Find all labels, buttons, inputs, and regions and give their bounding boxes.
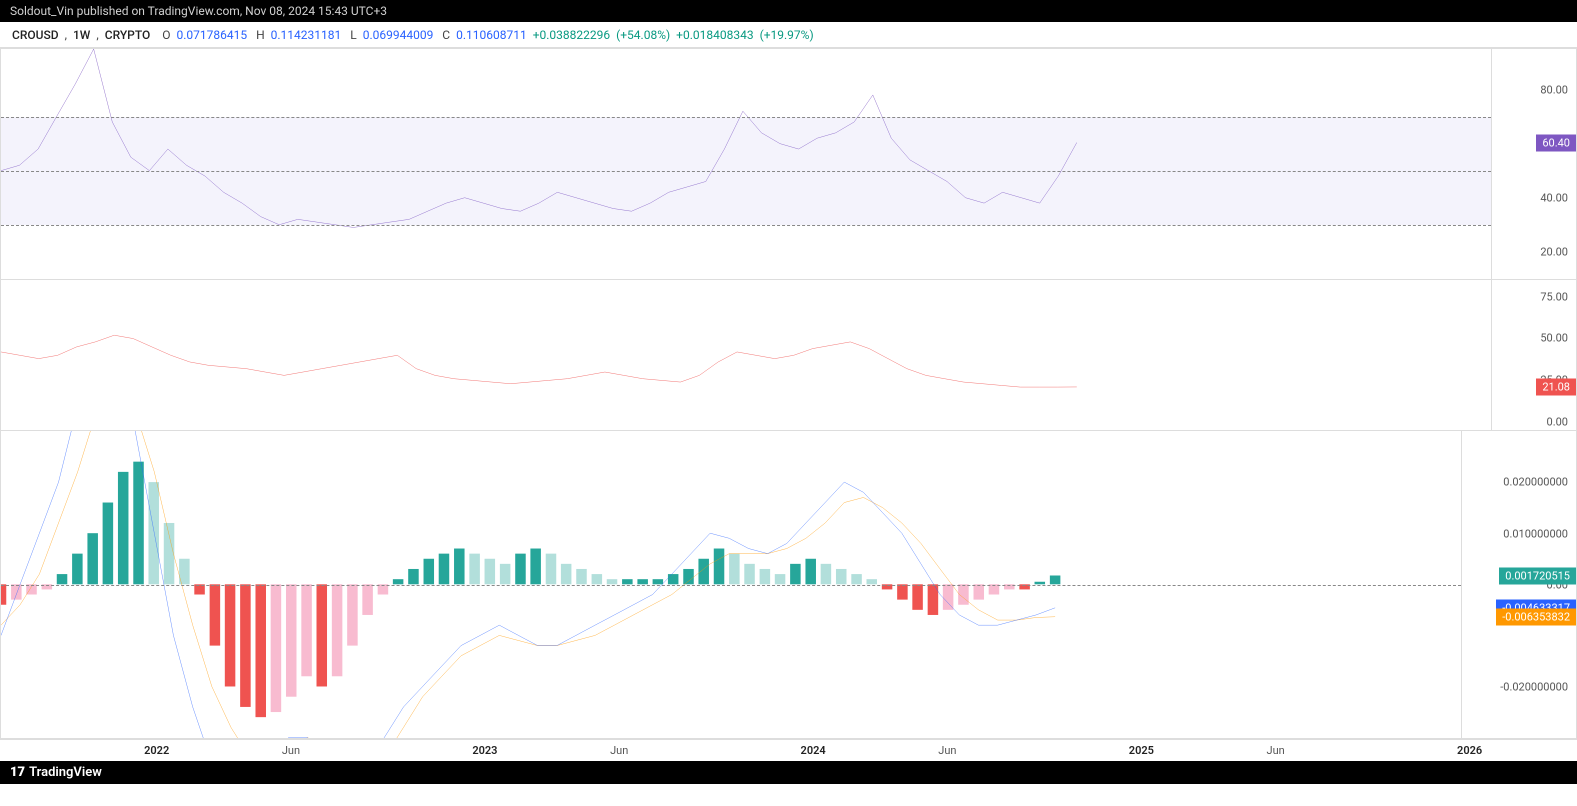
rsi-band-mid-line: [1, 171, 1491, 172]
xtick-label: Jun: [610, 744, 628, 757]
rsi-yaxis: 80.0060.0040.0020.0060.40: [1491, 49, 1576, 279]
tradingview-brand: TradingView: [29, 765, 102, 780]
adx-line-chart: [1, 280, 1491, 431]
macd-zero-line: [1, 585, 1461, 586]
tradingview-logo-icon: 17: [10, 765, 25, 780]
xtick-label: Jun: [282, 744, 300, 757]
ytick-label: 20.00: [1540, 245, 1568, 258]
time-axis[interactable]: 2022 Jun 2023 Jun 2024 Jun 2025 Jun 2026: [0, 739, 1577, 761]
publish-text: Soldout_Vin published on TradingView.com…: [10, 4, 387, 18]
ytick-label: 75.00: [1540, 290, 1568, 303]
tradingview-footer[interactable]: 17 TradingView: [0, 761, 1577, 784]
rsi-pane[interactable]: 80.0060.0040.0020.0060.40: [1, 49, 1576, 280]
ohlc-open: 0.071786415: [176, 28, 247, 42]
ohlc-close: 0.110608711: [456, 28, 527, 42]
xtick-label: Jun: [938, 744, 956, 757]
symbol-interval[interactable]: 1W: [73, 28, 90, 42]
symbol-pair[interactable]: CROUSD: [12, 28, 59, 42]
value-badge: 21.08: [1536, 378, 1576, 395]
value-badge: 0.001720515: [1499, 567, 1576, 584]
adx-yaxis: 75.0050.0025.000.0021.08: [1491, 280, 1576, 431]
xtick-label: 2024: [801, 744, 826, 757]
adx-pane[interactable]: 75.0050.0025.000.0021.08: [1, 280, 1576, 432]
macd-pane[interactable]: 0.0200000000.0100000000.00-0.0200000000.…: [1, 431, 1576, 738]
rsi-band-low-line: [1, 225, 1491, 226]
rsi-band-high-line: [1, 117, 1491, 118]
ytick-label: 0.010000000: [1503, 527, 1568, 540]
value-badge: 60.40: [1536, 134, 1576, 151]
xtick-label: 2023: [472, 744, 497, 757]
rsi-plot[interactable]: [1, 49, 1491, 279]
ohlc-low: 0.069944009: [363, 28, 434, 42]
ytick-label: 0.020000000: [1503, 476, 1568, 489]
ohlc-high: 0.114231181: [271, 28, 342, 42]
xtick-label: 2022: [144, 744, 169, 757]
symbol-exchange: CRYPTO: [105, 28, 151, 42]
ytick-label: -0.020000000: [1500, 680, 1568, 693]
ohlc-change2: +0.018408343: [676, 28, 753, 42]
macd-yaxis: 0.0200000000.0100000000.00-0.0200000000.…: [1461, 431, 1576, 738]
chart-area[interactable]: 80.0060.0040.0020.0060.40 75.0050.0025.0…: [0, 48, 1577, 739]
adx-plot[interactable]: [1, 280, 1491, 431]
ytick-label: 0.00: [1547, 416, 1568, 429]
ohlc-change-pct: (+54.08%): [616, 28, 670, 42]
xtick-label: 2026: [1457, 744, 1482, 757]
ohlc-change2-pct: (+19.97%): [760, 28, 814, 42]
ytick-label: 40.00: [1540, 191, 1568, 204]
xtick-label: Jun: [1267, 744, 1285, 757]
xtick-label: 2025: [1129, 744, 1154, 757]
ytick-label: 50.00: [1540, 332, 1568, 345]
ytick-label: 80.00: [1540, 83, 1568, 96]
value-badge: -0.006353832: [1496, 609, 1576, 626]
publish-header: Soldout_Vin published on TradingView.com…: [0, 0, 1577, 22]
ohlc-change: +0.038822296: [533, 28, 610, 42]
symbol-info-bar: CROUSD , 1W , CRYPTO O0.071786415 H0.114…: [0, 22, 1577, 48]
macd-plot[interactable]: [1, 431, 1461, 738]
